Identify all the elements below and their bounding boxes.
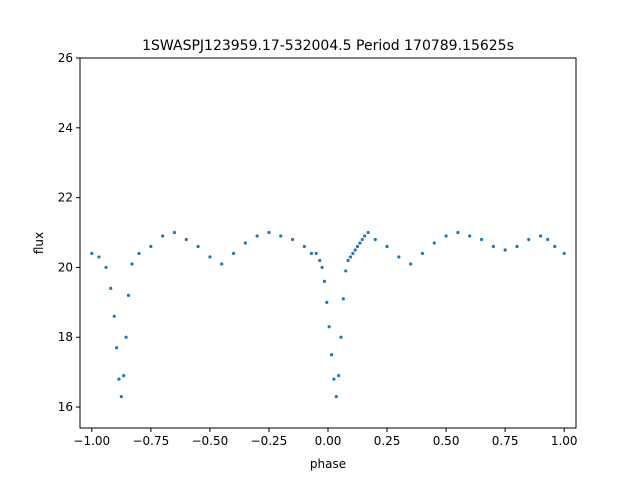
- x-axis: −1.00 −0.75 −0.50 −0.25 0.00 0.25 0.50 0.75 1.00: [73, 428, 578, 448]
- data-point: [527, 237, 531, 242]
- x-tick-label: −0.50: [192, 434, 229, 448]
- y-axis: 16 18 20 22 24 26: [58, 51, 80, 414]
- y-tick-label: 22: [58, 191, 73, 205]
- x-tick-label: 0.75: [492, 434, 519, 448]
- y-tick-label: 20: [58, 260, 73, 274]
- data-point: [124, 335, 128, 339]
- data-point: [327, 325, 331, 329]
- x-tick-label: 0.00: [315, 434, 342, 448]
- data-point: [360, 237, 364, 242]
- y-axis-label: flux: [32, 232, 46, 254]
- data-point: [339, 335, 343, 339]
- data-point: [90, 251, 94, 256]
- data-point: [515, 244, 519, 249]
- data-point: [503, 248, 507, 252]
- x-tick-label: 1.00: [551, 434, 578, 448]
- data-point: [122, 374, 126, 378]
- x-axis-label: phase: [310, 457, 346, 471]
- data-point: [562, 251, 566, 256]
- scatter-points: [90, 230, 566, 399]
- data-point: [255, 234, 259, 238]
- data-point: [184, 237, 188, 242]
- data-point: [373, 237, 377, 242]
- data-point: [322, 279, 327, 283]
- data-point: [344, 269, 348, 273]
- data-point: [341, 297, 345, 301]
- data-point: [119, 394, 123, 399]
- data-point: [409, 262, 413, 266]
- data-point: [468, 234, 472, 238]
- data-point: [353, 248, 357, 252]
- data-point: [137, 251, 141, 256]
- data-point: [243, 241, 247, 245]
- data-point: [479, 237, 484, 242]
- data-point: [420, 251, 425, 256]
- data-point: [104, 265, 108, 270]
- data-point: [231, 251, 236, 256]
- data-point: [456, 230, 460, 235]
- y-tick-label: 18: [58, 330, 73, 344]
- data-point: [325, 300, 329, 304]
- x-tick-label: 0.25: [374, 434, 401, 448]
- data-point: [334, 394, 338, 399]
- data-point: [546, 237, 550, 242]
- data-point: [220, 262, 224, 266]
- x-tick-label: −0.75: [132, 434, 169, 448]
- data-point: [363, 234, 367, 238]
- data-point: [348, 255, 353, 259]
- data-point: [553, 244, 557, 249]
- data-point: [337, 374, 341, 378]
- data-point: [355, 244, 360, 249]
- data-point: [97, 255, 101, 259]
- x-tick-label: 0.50: [433, 434, 460, 448]
- data-point: [309, 251, 314, 256]
- data-point: [385, 244, 389, 249]
- chart-title: 1SWASPJ123959.17-532004.5 Period 170789.…: [142, 38, 514, 54]
- data-point: [346, 258, 350, 263]
- data-point: [320, 265, 324, 270]
- data-point: [161, 234, 165, 238]
- data-point: [112, 314, 116, 318]
- data-point: [126, 293, 131, 297]
- data-point: [314, 251, 318, 256]
- data-point: [538, 234, 543, 238]
- data-point: [115, 346, 119, 350]
- data-point: [397, 255, 401, 259]
- data-point: [358, 241, 362, 245]
- data-point: [351, 251, 355, 256]
- y-tick-label: 24: [58, 121, 73, 135]
- y-tick-label: 16: [58, 400, 73, 414]
- data-point: [208, 255, 212, 259]
- data-point: [149, 244, 153, 249]
- data-point: [196, 244, 200, 249]
- x-tick-label: −1.00: [73, 434, 110, 448]
- data-point: [366, 230, 370, 235]
- y-tick-label: 26: [58, 51, 73, 65]
- data-point: [290, 237, 295, 242]
- data-point: [279, 234, 283, 238]
- data-point: [444, 234, 448, 238]
- data-point: [432, 241, 436, 245]
- data-point: [491, 244, 495, 249]
- data-point: [267, 230, 271, 235]
- data-point: [302, 244, 306, 249]
- data-point: [172, 230, 177, 235]
- data-point: [329, 353, 334, 357]
- x-tick-label: −0.25: [251, 434, 288, 448]
- data-point: [332, 377, 336, 381]
- data-point: [130, 262, 134, 266]
- data-point: [318, 258, 322, 263]
- data-point: [109, 286, 113, 290]
- data-point: [117, 377, 121, 381]
